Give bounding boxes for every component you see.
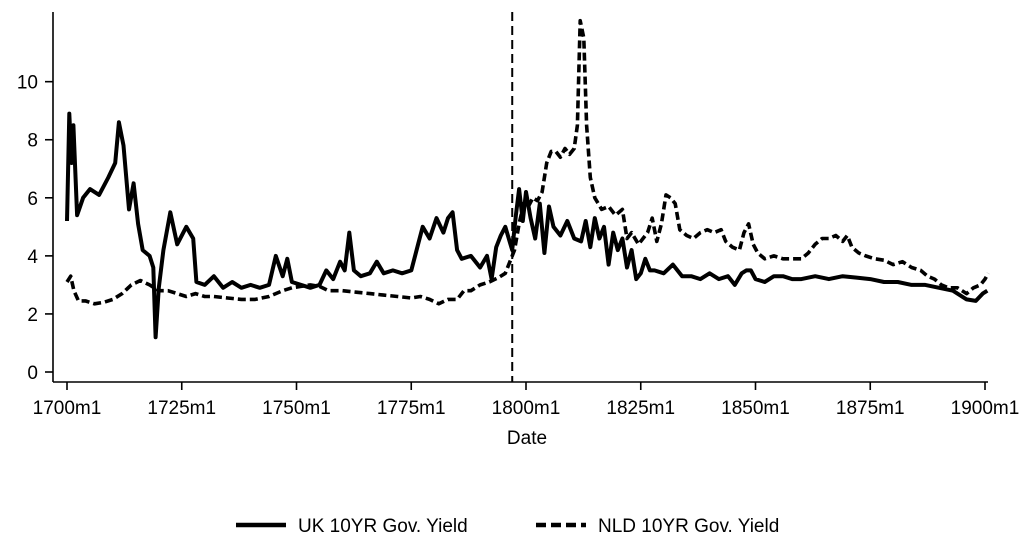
- x-tick-label: 1800m1: [492, 398, 561, 419]
- series-line-nld: [65, 18, 990, 306]
- x-tick-label: 1900m1: [951, 398, 1020, 419]
- legend-label-uk: UK 10YR Gov. Yield: [298, 516, 468, 537]
- legend-item-nld: NLD 10YR Gov. Yield: [536, 516, 779, 537]
- series-line-uk: [65, 111, 989, 340]
- y-tick-label: 4: [27, 247, 38, 268]
- legend-item-uk: UK 10YR Gov. Yield: [236, 516, 468, 537]
- y-tick-label: 2: [27, 305, 38, 326]
- y-tick-label: 8: [27, 131, 38, 152]
- legend-label-nld: NLD 10YR Gov. Yield: [598, 516, 779, 537]
- x-tick-label: 1825m1: [606, 398, 675, 419]
- x-tick-label: 1875m1: [836, 398, 905, 419]
- y-axis: 0 2 4 6 8 10: [17, 12, 54, 384]
- y-tick-label: 0: [27, 363, 38, 384]
- series-layer: [65, 18, 990, 340]
- x-tick-label: 1725m1: [147, 398, 216, 419]
- y-tick-label: 10: [17, 73, 38, 94]
- x-tick-label: 1750m1: [262, 398, 331, 419]
- y-ticks: 0 2 4 6 8 10: [17, 73, 53, 384]
- x-tick-label: 1850m1: [721, 398, 790, 419]
- y-tick-label: 6: [27, 189, 38, 210]
- legend: UK 10YR Gov. Yield NLD 10YR Gov. Yield: [236, 516, 779, 537]
- x-tick-label: 1775m1: [377, 398, 446, 419]
- x-axis: 1700m1 1725m1 1750m1 1775m1 1800m1 1825m1 1850…: [33, 381, 1020, 449]
- x-axis-title: Date: [507, 428, 547, 449]
- x-tick-label: 1700m1: [33, 398, 102, 419]
- x-ticks: 1700m1 1725m1 1750m1 1775m1 1800m1 1825m1 1850…: [33, 382, 1020, 419]
